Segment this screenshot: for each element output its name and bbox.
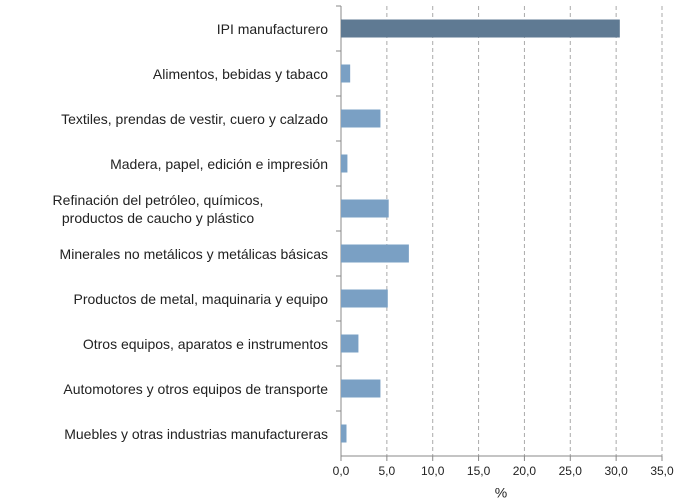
y-tick-label: Minerales no metálicos y metálicas básic… [59,245,328,262]
bar [341,424,347,443]
x-tick-label: 10,0 [421,464,445,478]
y-tick-label: Otros equipos, aparatos e instrumentos [82,335,328,352]
y-tick-label: Textiles, prendas de vestir, cuero y cal… [61,110,328,127]
x-tick-label: 5,0 [379,464,396,478]
y-tick-label: Refinación del petróleo, químicos, produ… [52,191,264,226]
x-tick-label: 25,0 [559,464,583,478]
bar [341,64,351,83]
bar [341,19,620,38]
bar [341,379,381,398]
bar [341,154,348,173]
x-tick-label: 35,0 [650,464,674,478]
bar [341,334,359,353]
bar [341,109,381,128]
bar [341,289,388,308]
x-axis-label: % [495,485,507,501]
bar [341,244,409,263]
x-tick-label: 0,0 [333,464,350,478]
x-tick-label: 15,0 [467,464,491,478]
x-tick-label: 30,0 [604,464,628,478]
x-tick-label: 20,0 [513,464,537,478]
y-tick-label: Productos de metal, maquinaria y equipo [73,290,328,307]
y-tick-label: Madera, papel, edición e impresión [110,155,328,172]
bar [341,199,389,218]
y-tick-label: Alimentos, bebidas y tabaco [152,65,328,82]
y-tick-label: Automotores y otros equipos de transport… [63,380,328,397]
y-tick-label: IPI manufacturero [216,20,328,37]
y-tick-label: Muebles y otras industrias manufacturera… [64,425,328,442]
